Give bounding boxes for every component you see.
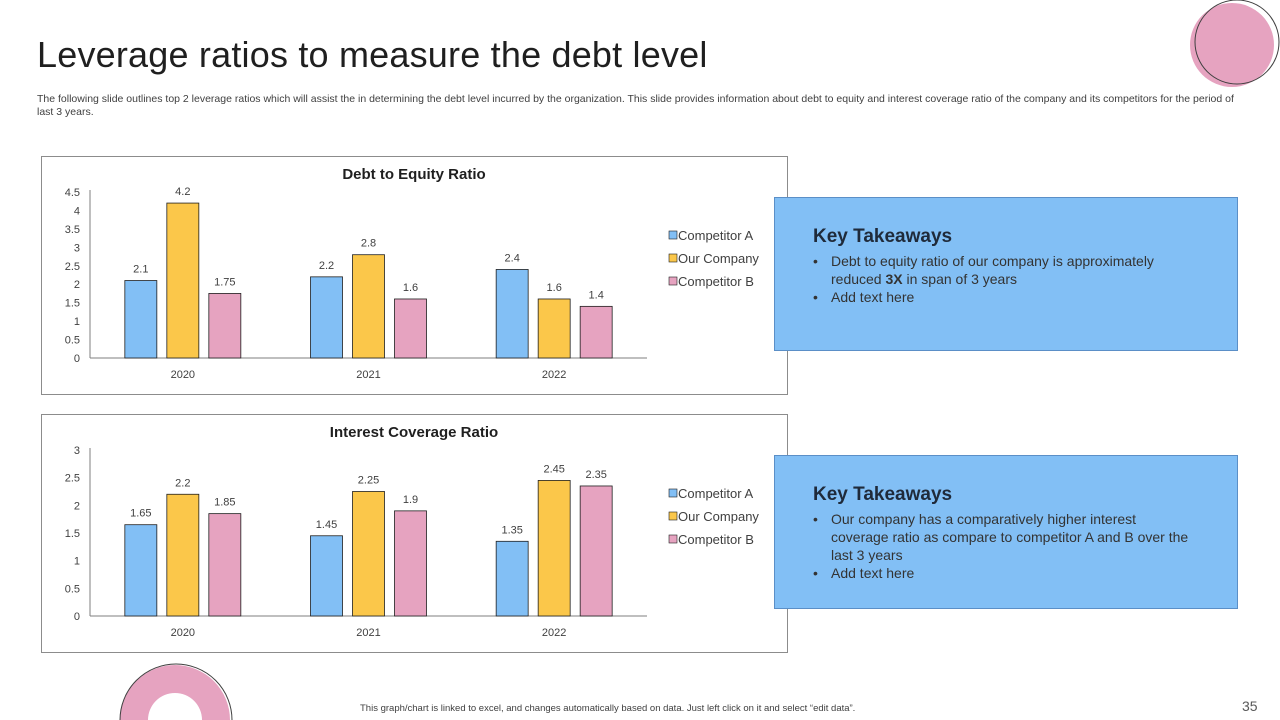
data-label: 1.9 [403,494,418,506]
legend-label: Competitor B [678,532,754,547]
decorative-circles-top [1190,0,1280,87]
key-takeaways-box-2: Key Takeaways • Our company has a compar… [774,455,1238,609]
legend-label: Our Company [678,251,759,266]
bullet-icon: • [813,253,818,269]
debt-to-equity-chart-svg: Debt to Equity Ratio 0 0.5 1 1.5 2 2.5 3 3.5 4 4.5… [65,166,760,381]
page-number: 35 [1242,698,1258,714]
bar [495,269,529,359]
x-tick-label: 2021 [356,627,380,639]
data-label: 1.85 [214,497,235,509]
legend-label: Our Company [678,509,759,524]
data-label: 2.1 [133,264,148,276]
slide-title: Leverage ratios to measure the debt leve… [37,34,708,75]
x-tick-label: 2021 [356,369,380,381]
y-tick-label: 3 [74,445,80,457]
bar [166,202,200,359]
y-tick-label: 0 [74,353,80,365]
x-tick-label: 2022 [542,627,566,639]
y-tick-label: 0.5 [65,335,80,347]
bar [310,535,343,617]
takeaway-item: • Our company has a comparatively higher… [813,511,1189,563]
takeaway-item: • Add text here [813,289,915,305]
decorative-semicircle-bottom [119,663,233,720]
bar [537,298,571,359]
bullet-icon: • [813,511,818,527]
takeaways-heading: Key Takeaways [813,226,953,247]
y-tick-label: 0.5 [65,583,80,595]
debt-to-equity-chart[interactable]: Debt to Equity Ratio 0 0.5 1 1.5 2 2.5 3 3.5 4 4.5… [41,156,788,395]
bullet-icon: • [813,289,818,305]
takeaway-item: • Add text here [813,565,915,581]
data-label: 4.2 [175,186,190,198]
y-tick-label: 4.5 [65,187,80,199]
x-tick-label: 2022 [542,369,566,381]
bar [537,480,571,617]
legend-label: Competitor A [678,486,753,501]
interest-coverage-chart[interactable]: Interest Coverage Ratio 0 0.5 1 1.5 2 2.5 3 1.65… [41,414,788,653]
y-tick-label: 3.5 [65,224,80,236]
y-tick-label: 2 [74,279,80,291]
y-tick-label: 4 [74,205,80,217]
bar [166,493,200,617]
legend-swatch [668,511,678,521]
takeaways-heading: Key Takeaways [813,484,953,505]
chart-title: Interest Coverage Ratio [330,424,498,441]
legend-label: Competitor B [678,274,754,289]
takeaways-list: • Our company has a comparatively higher… [813,510,1193,582]
legend-swatch [668,534,678,544]
data-label: 1.6 [403,282,418,294]
x-tick-label: 2020 [171,369,195,381]
y-tick-label: 3 [74,242,80,254]
legend-swatch [668,253,678,263]
bar [394,298,427,359]
interest-coverage-chart-svg: Interest Coverage Ratio 0 0.5 1 1.5 2 2.5 3 1.65… [65,424,760,639]
data-label: 1.65 [130,508,151,520]
bar [394,510,427,617]
data-label: 1.6 [547,282,562,294]
y-tick-label: 1.5 [65,528,80,540]
takeaway-item: • Debt to equity ratio of our company is… [813,253,1154,287]
emphasis-text: 3X [885,271,903,287]
bar [352,491,385,617]
data-label: 2.4 [505,252,520,264]
chart-title: Debt to Equity Ratio [342,166,485,183]
y-tick-label: 1.5 [65,298,80,310]
bar [124,280,158,359]
y-tick-label: 1 [74,316,80,328]
slide-subtitle: The following slide outlines top 2 lever… [37,93,1234,118]
data-label: 1.4 [589,289,604,301]
y-tick-label: 0 [74,611,80,623]
y-tick-label: 1 [74,556,80,568]
bar [352,254,385,359]
legend-swatch [668,230,678,240]
bar [495,540,529,617]
data-label: 1.35 [501,524,522,536]
data-label: 2.2 [319,260,334,272]
y-tick-label: 2.5 [65,473,80,485]
data-label: 2.35 [585,469,606,481]
legend-swatch [668,276,678,286]
bar [208,513,242,617]
legend-swatch [668,488,678,498]
y-tick-label: 2 [74,500,80,512]
bar [579,305,613,359]
bar [310,276,343,359]
y-tick-label: 2.5 [65,261,80,273]
x-tick-label: 2020 [171,627,195,639]
data-label: 2.45 [543,463,564,475]
bar [208,293,242,359]
bullet-icon: • [813,565,818,581]
data-label: 2.25 [358,475,379,487]
legend-label: Competitor A [678,228,753,243]
bar [579,485,613,617]
data-label: 2.8 [361,238,376,250]
footer-note: This graph/chart is linked to excel, and… [360,703,856,714]
bar [124,524,158,617]
data-label: 1.45 [316,519,337,531]
data-label: 2.2 [175,477,190,489]
takeaways-list: • Debt to equity ratio of our company is… [813,252,1193,306]
key-takeaways-box-1: Key Takeaways • Debt to equity ratio of … [774,197,1238,351]
data-label: 1.75 [214,276,235,288]
